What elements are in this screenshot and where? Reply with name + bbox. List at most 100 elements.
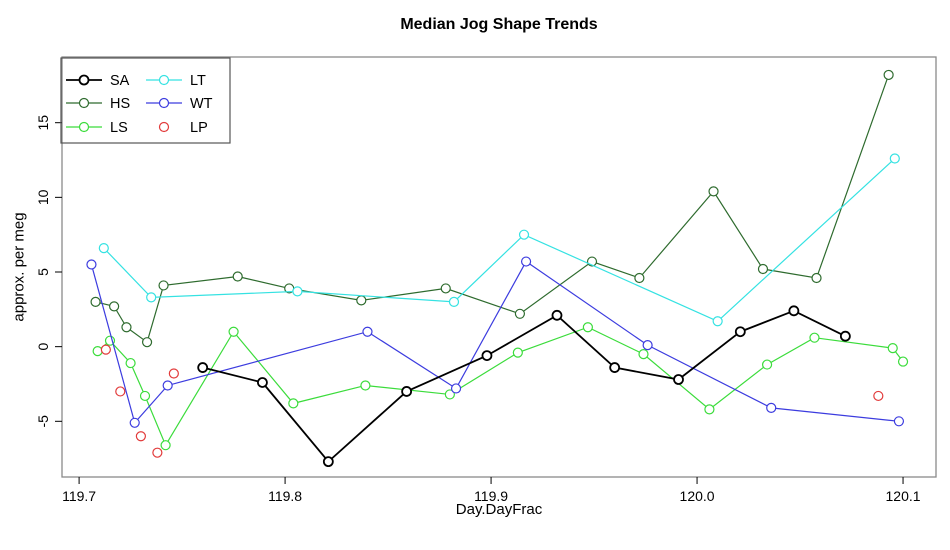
data-point-WT <box>520 256 532 267</box>
series-line-SA <box>202 309 846 463</box>
series-LP <box>100 344 884 458</box>
series-line-LT <box>103 158 896 322</box>
data-point-HS <box>232 271 243 282</box>
series-line-HS <box>95 74 890 344</box>
x-tick-label: 119.7 <box>62 488 96 504</box>
x-axis-label: Day.DayFrac <box>455 501 543 518</box>
series-line-LS <box>97 326 904 447</box>
legend-marker-LP-icon <box>158 121 170 133</box>
data-point-SA <box>788 305 800 317</box>
data-point-LP <box>152 447 163 458</box>
series-WT <box>86 256 905 428</box>
data-point-HS <box>141 337 153 348</box>
y-tick-label: 0 <box>35 343 51 351</box>
data-point-HS <box>356 295 367 306</box>
data-point-LP <box>135 431 146 442</box>
data-point-LS <box>228 326 239 337</box>
data-point-HS <box>90 296 101 307</box>
data-point-SA <box>839 330 851 342</box>
data-point-LP <box>100 344 111 355</box>
legend: SA HS LS LT WT LP <box>60 57 231 144</box>
data-point-LT <box>292 286 303 297</box>
data-point-LS <box>887 343 898 354</box>
data-point-WT <box>450 383 462 394</box>
data-point-WT <box>162 380 173 391</box>
data-point-WT <box>129 417 140 428</box>
data-point-SA <box>401 386 413 397</box>
data-point-SA <box>257 377 268 388</box>
data-point-HS <box>757 263 769 275</box>
plot-border <box>61 56 937 478</box>
legend-label-LP: LP <box>190 120 208 136</box>
data-point-LP <box>168 368 179 379</box>
data-point-SA <box>609 362 621 373</box>
data-point-LS <box>512 347 523 358</box>
data-point-LS <box>444 389 455 400</box>
data-point-SA <box>481 350 493 362</box>
series-LS <box>92 322 909 451</box>
series-line-WT <box>90 260 899 425</box>
data-point-LT <box>712 316 723 327</box>
legend-marker-WT-icon <box>158 97 170 109</box>
x-tick-label: 119.9 <box>474 488 508 504</box>
legend-marker-LT-icon <box>158 74 170 86</box>
legend-label-LT: LT <box>190 73 206 89</box>
data-point-LP <box>115 386 126 397</box>
data-point-LT <box>518 229 530 240</box>
data-point-HS <box>121 322 132 333</box>
data-point-LS <box>360 380 371 391</box>
data-point-LS <box>638 349 649 360</box>
series-SA <box>197 305 851 468</box>
data-point-HS <box>514 308 526 319</box>
data-point-LT <box>889 153 900 164</box>
data-point-HS <box>440 283 451 294</box>
data-point-LS <box>125 357 136 369</box>
data-point-WT <box>642 340 653 351</box>
data-point-LS <box>92 346 103 357</box>
data-point-LS <box>582 322 593 333</box>
y-tick-label: -5 <box>35 415 51 428</box>
data-point-LS <box>160 440 171 451</box>
legend-marker-SA-icon <box>78 74 90 86</box>
data-point-LS <box>704 404 715 415</box>
data-point-LS <box>761 359 773 370</box>
data-point-LT <box>448 296 460 307</box>
data-point-LS <box>897 356 909 367</box>
legend-label-HS: HS <box>110 96 130 112</box>
data-point-SA <box>673 374 684 385</box>
legend-label-SA: SA <box>110 73 130 89</box>
x-tick-label: 119.8 <box>268 488 302 504</box>
data-point-HS <box>811 272 822 284</box>
data-point-LP <box>873 390 884 402</box>
chart-title: Median Jog Shape Trends <box>400 16 598 33</box>
data-point-SA <box>322 456 334 468</box>
data-point-HS <box>634 272 645 284</box>
y-tick-label: 10 <box>35 189 51 205</box>
data-point-SA <box>734 326 746 338</box>
data-point-LS <box>288 398 299 409</box>
x-tick-label: 120.1 <box>886 488 921 504</box>
data-point-WT <box>766 402 777 413</box>
data-point-HS <box>708 186 719 197</box>
data-point-SA <box>551 309 563 321</box>
data-point-LT <box>98 243 109 254</box>
legend-label-LS: LS <box>110 120 128 136</box>
data-point-LS <box>139 390 151 402</box>
data-point-WT <box>893 416 905 427</box>
data-point-LS <box>809 332 820 343</box>
y-tick-label: 15 <box>35 115 51 131</box>
legend-border <box>60 57 231 144</box>
x-tick-label: 120.0 <box>680 488 715 504</box>
data-point-LT <box>146 292 157 303</box>
data-point-WT <box>86 259 97 270</box>
data-point-HS <box>109 301 120 312</box>
data-point-WT <box>362 326 373 337</box>
y-tick-label: 5 <box>35 268 51 276</box>
data-point-HS <box>158 280 169 291</box>
legend-label-WT: WT <box>190 96 213 112</box>
legend-marker-HS-icon <box>78 97 90 109</box>
legend-marker-LS-icon <box>78 121 90 133</box>
series-LT <box>98 153 900 327</box>
